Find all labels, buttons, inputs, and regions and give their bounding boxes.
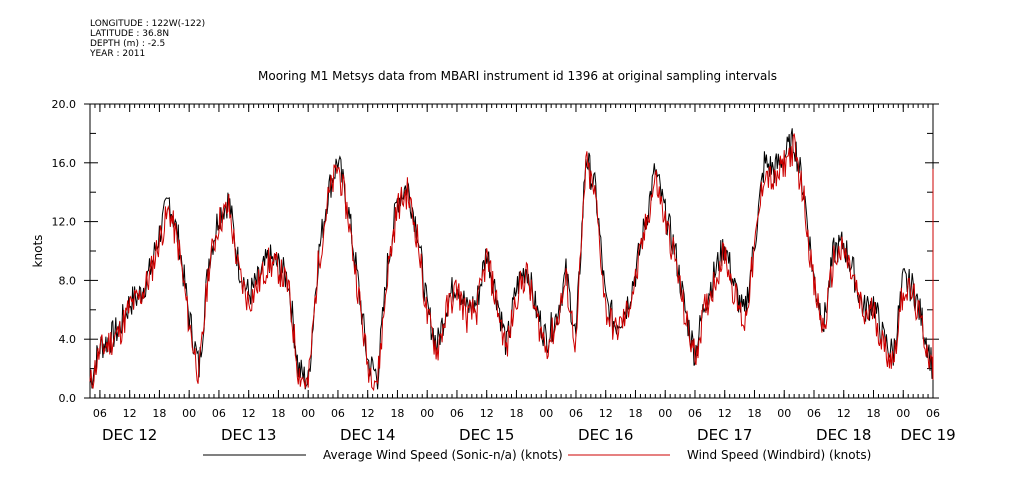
legend-label-2: Wind Speed (Windbird) (knots) xyxy=(687,448,871,462)
x-tick-label: 06 xyxy=(926,407,940,420)
x-tick-label: 12 xyxy=(480,407,494,420)
x-tick-label: 06 xyxy=(212,407,226,420)
x-tick-label: 06 xyxy=(569,407,583,420)
x-tick-label: 06 xyxy=(807,407,821,420)
x-tick-label: 12 xyxy=(242,407,256,420)
y-tick-label: 20.0 xyxy=(52,98,77,111)
x-day-label: DEC 14 xyxy=(340,426,395,444)
legend-label-1: Average Wind Speed (Sonic-n/a) (knots) xyxy=(323,448,563,462)
x-tick-label: 18 xyxy=(152,407,166,420)
plot-frame xyxy=(89,103,934,399)
x-tick-label: 12 xyxy=(599,407,613,420)
x-tick-label: 06 xyxy=(688,407,702,420)
x-tick-label: 06 xyxy=(450,407,464,420)
x-day-label: DEC 19 xyxy=(900,426,955,444)
chart-title: Mooring M1 Metsys data from MBARI instru… xyxy=(258,69,777,83)
y-tick-label: 8.0 xyxy=(59,274,77,287)
x-day-label: DEC 17 xyxy=(697,426,752,444)
x-tick-label: 18 xyxy=(390,407,404,420)
y-tick-label: 12.0 xyxy=(52,216,77,229)
x-tick-label: 18 xyxy=(628,407,642,420)
x-tick-label: 18 xyxy=(866,407,880,420)
x-day-label: DEC 18 xyxy=(816,426,871,444)
x-day-label: DEC 16 xyxy=(578,426,633,444)
x-tick-label: 00 xyxy=(658,407,672,420)
x-day-label: DEC 13 xyxy=(221,426,276,444)
x-tick-label: 12 xyxy=(837,407,851,420)
y-tick-label: 16.0 xyxy=(52,157,77,170)
x-tick-label: 18 xyxy=(271,407,285,420)
y-tick-label: 0.0 xyxy=(59,392,77,405)
x-tick-label: 06 xyxy=(93,407,107,420)
x-tick-label: 00 xyxy=(420,407,434,420)
depth-text: DEPTH (m) : -2.5 xyxy=(90,39,166,49)
y-tick-label: 4.0 xyxy=(59,333,77,346)
x-tick-label: 12 xyxy=(123,407,137,420)
series-line-2 xyxy=(89,133,934,392)
series-line-1 xyxy=(89,128,934,390)
x-day-label: DEC 15 xyxy=(459,426,514,444)
x-tick-label: 12 xyxy=(361,407,375,420)
x-tick-label: 18 xyxy=(509,407,523,420)
year-text: YEAR : 2011 xyxy=(90,49,146,59)
x-tick-label: 12 xyxy=(718,407,732,420)
longitude-text: LONGITUDE : 122W(-122) xyxy=(90,19,206,29)
x-tick-label: 00 xyxy=(777,407,791,420)
x-tick-label: 00 xyxy=(539,407,553,420)
x-tick-label: 18 xyxy=(747,407,761,420)
y-axis-label: knots xyxy=(31,235,45,268)
x-tick-label: 00 xyxy=(896,407,910,420)
x-tick-label: 06 xyxy=(331,407,345,420)
x-tick-label: 00 xyxy=(301,407,315,420)
x-day-label: DEC 12 xyxy=(102,426,157,444)
x-tick-label: 00 xyxy=(182,407,196,420)
latitude-text: LATITUDE : 36.8N xyxy=(90,29,170,39)
